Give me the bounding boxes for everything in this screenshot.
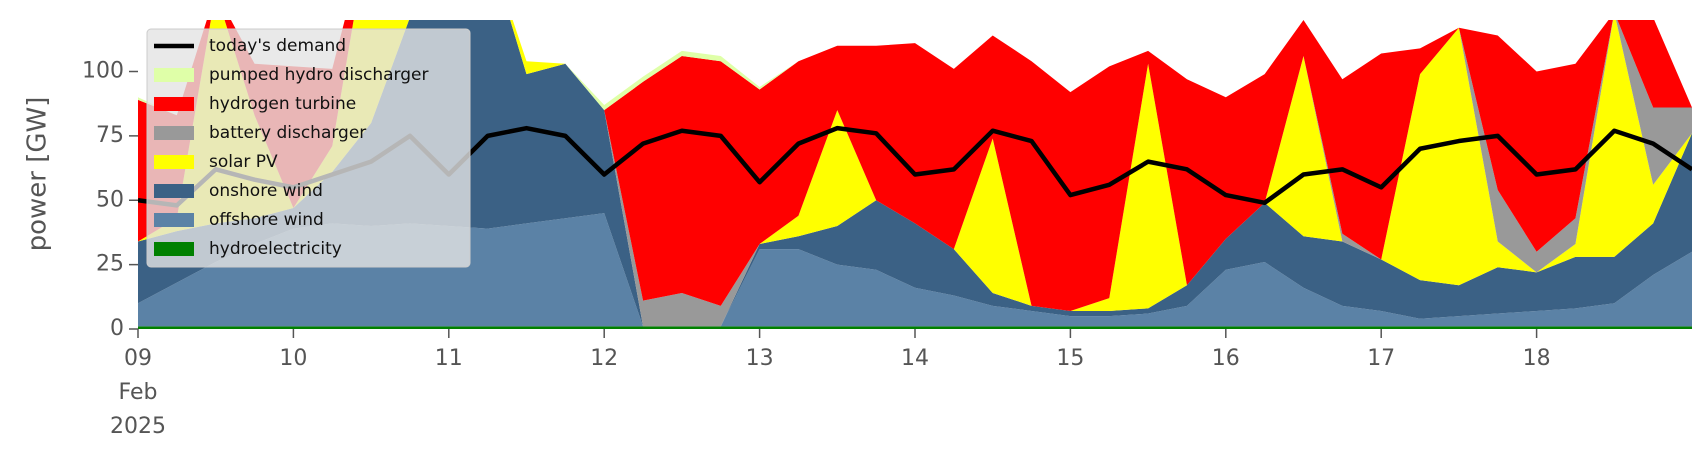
legend-swatch: [154, 68, 194, 82]
x-tick-label: 11: [435, 346, 463, 371]
area: [138, 326, 1692, 329]
legend-box: [146, 28, 471, 268]
legend-label: offshore wind: [209, 210, 324, 230]
legend-label: hydroelectricity: [209, 239, 342, 259]
legend-label: battery discharger: [209, 123, 366, 143]
x-tick-label: 17: [1367, 346, 1395, 371]
y-tick-label: 50: [96, 187, 124, 212]
y-tick-label: 75: [96, 123, 124, 148]
legend-swatch: [154, 126, 194, 140]
legend-swatch: [154, 213, 194, 227]
x-tick-label: 10: [279, 346, 307, 371]
legend: today's demand pumped hydro discharger hyd…: [146, 28, 471, 268]
y-axis-label: power [GW]: [23, 97, 53, 252]
area: [138, 213, 1692, 327]
legend-label: onshore wind: [209, 181, 323, 201]
x-tick-label: 14: [901, 346, 929, 371]
legend-swatch: [154, 184, 194, 198]
legend-label: today's demand: [209, 36, 346, 56]
x-tick-label: 13: [746, 346, 774, 371]
area: [138, 20, 1692, 311]
legend-swatch: [154, 242, 194, 256]
y-tick-label: 25: [96, 252, 124, 277]
legend-swatch: [154, 155, 194, 169]
area: [138, 20, 1692, 327]
legend-swatch: [154, 97, 194, 111]
legend-label: pumped hydro discharger: [209, 65, 428, 85]
y-tick-label: 0: [110, 316, 124, 341]
x-tick-label: 16: [1212, 346, 1240, 371]
legend-label: solar PV: [209, 152, 278, 172]
legend-label: hydrogen turbine: [209, 94, 356, 114]
area: [138, 20, 1692, 327]
y-tick-label: 100: [82, 59, 124, 84]
x-tick-label: 09 Feb 2025: [110, 346, 166, 439]
x-tick-label: 12: [590, 346, 618, 371]
x-tick-label: 15: [1056, 346, 1084, 371]
x-tick-label: 18: [1523, 346, 1551, 371]
